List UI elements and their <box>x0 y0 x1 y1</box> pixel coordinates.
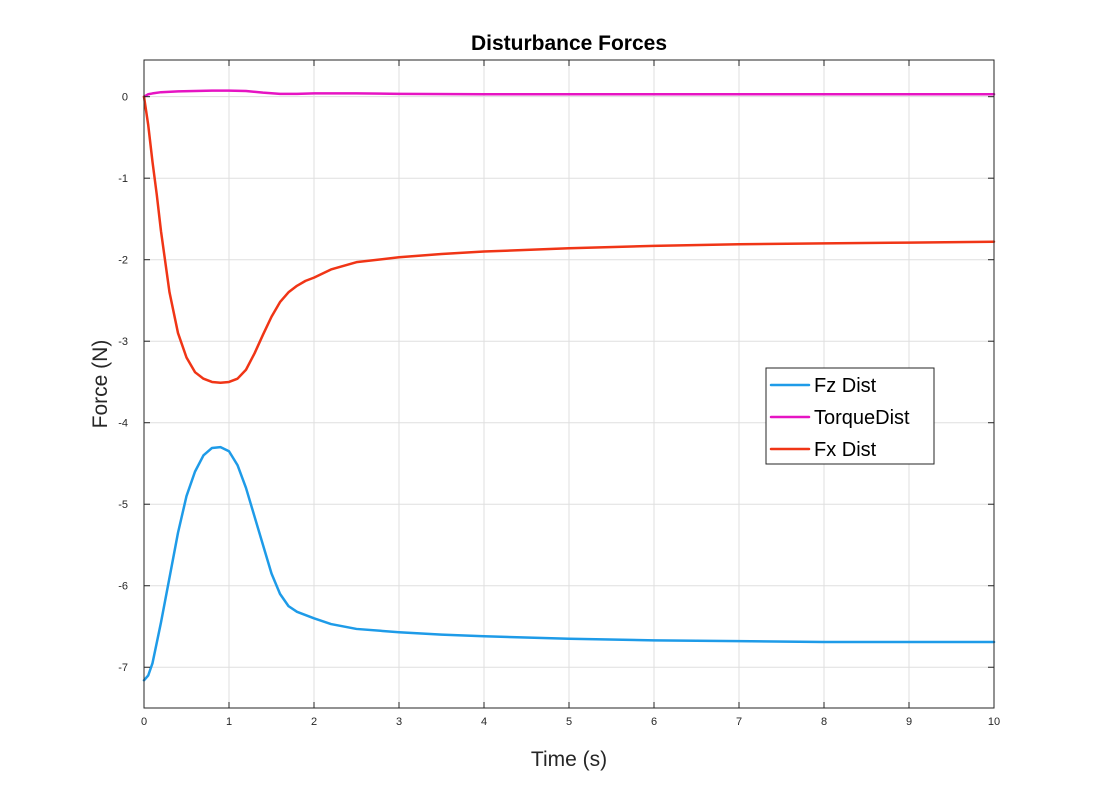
ticks <box>143 60 995 708</box>
x-tick-label-1: 1 <box>226 716 232 728</box>
x-tick-label-8: 8 <box>821 716 827 728</box>
chart-title: Disturbance Forces <box>471 32 667 55</box>
x-tick-label-3: 3 <box>396 716 402 728</box>
x-tick-label-4: 4 <box>481 716 487 728</box>
x-tick-label-10: 10 <box>988 716 1000 728</box>
legend[interactable]: Fz Dist TorqueDist Fx Dist <box>765 367 935 465</box>
legend-label-torque-dist: TorqueDist <box>814 407 910 429</box>
x-tick-label-7: 7 <box>736 716 742 728</box>
tick-label-y-neg5: -5 <box>118 499 128 511</box>
tick-label-y-neg3: -3 <box>118 336 128 348</box>
tick-label-y-neg4: -4 <box>118 418 128 430</box>
series-line-fz-dist <box>142 445 996 682</box>
series-line-torquedist <box>142 89 996 98</box>
x-tick-label-6: 6 <box>651 716 657 728</box>
tick-label-y-neg2: -2 <box>118 255 128 267</box>
x-tick-label-2: 2 <box>311 716 317 728</box>
tick-label-y-neg7: -7 <box>118 662 128 674</box>
series-line-fx-dist <box>142 95 996 385</box>
x-axis-label: Time (s) <box>531 748 607 771</box>
legend-label-fz-dist: Fz Dist <box>814 375 877 397</box>
y-axis-label: Force (N) <box>89 340 112 429</box>
legend-label-fx-dist: Fx Dist <box>814 439 877 461</box>
x-tick-label-9: 9 <box>906 716 912 728</box>
x-tick-label-0: 0 <box>141 716 147 728</box>
series-lines <box>142 89 996 682</box>
y-tick-labels: 0 -1 -2 -3 -4 -5 -6 -7 <box>118 92 128 675</box>
x-tick-label-5: 5 <box>566 716 572 728</box>
x-tick-labels: 0 1 2 3 4 5 6 7 8 9 10 <box>141 716 1000 728</box>
tick-label-y-0: 0 <box>122 92 128 104</box>
tick-label-y-neg6: -6 <box>118 581 128 593</box>
tick-label-y-neg1: -1 <box>118 173 128 185</box>
